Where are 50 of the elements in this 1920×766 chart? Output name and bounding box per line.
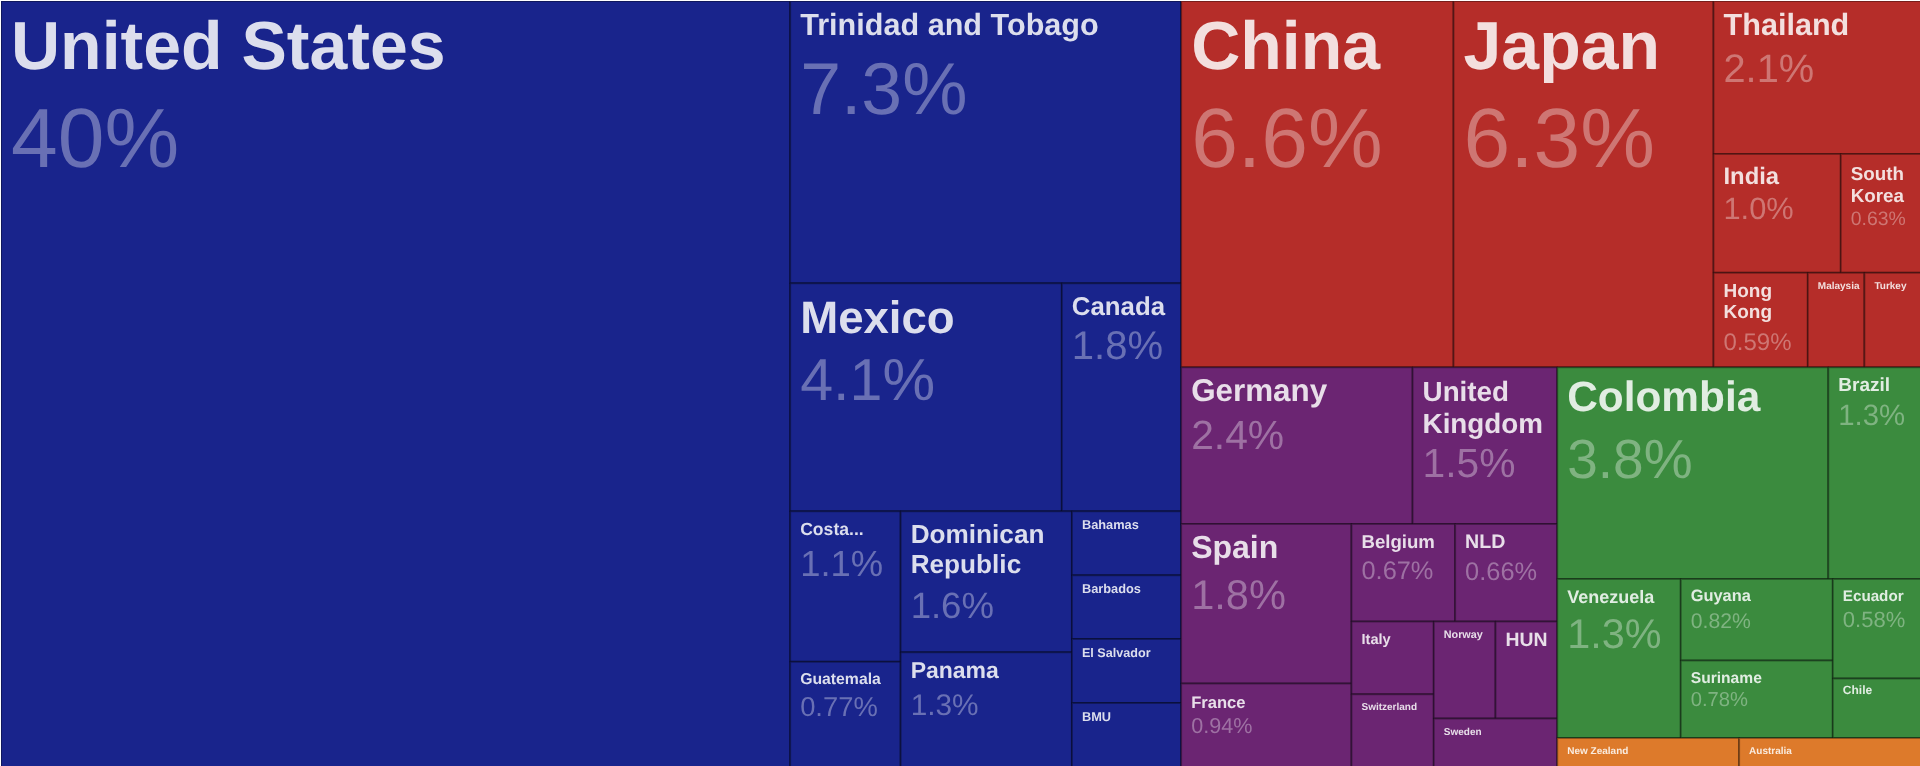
data-label: 0.67% [1361,557,1434,586]
category-label: Panama [910,660,1001,685]
category-label: France [1191,691,1247,712]
category-label: China [1191,9,1383,85]
category-label: Japan [1463,9,1661,85]
data-label: 6.3% [1463,91,1655,186]
category-label: Guyana [1690,587,1752,606]
data-label: 1.3% [910,690,979,723]
data-label: 0.82% [1690,609,1752,634]
data-label: 0.63% [1850,209,1907,232]
category-label: NLD [1465,531,1506,554]
data-label: 0.77% [800,691,878,722]
data-label: 0.78% [1690,690,1749,713]
category-label: Belgium [1361,531,1435,552]
category-label: Germany [1191,375,1328,410]
category-label: Venezuela [1567,587,1657,608]
data-label: 2.4% [1191,415,1285,460]
category-label: Thailand [1723,9,1850,43]
data-label: 1.1% [800,543,884,584]
data-label: 6.6% [1191,91,1383,186]
data-label: 1.0% [1723,193,1795,228]
category-label: Mexico [800,291,955,344]
category-label: United Kingdom [1422,375,1543,440]
data-label: 0.66% [1465,558,1538,587]
data-label: 1.3% [1567,611,1662,658]
category-label: United States [11,9,446,85]
category-label: Brazil [1838,375,1891,398]
data-label: 0.94% [1191,714,1254,739]
data-label: 1.8% [1191,572,1286,619]
category-label: Costa... [800,519,864,540]
category-label: HUN [1505,629,1548,652]
category-label: India [1723,161,1780,190]
category-label: Spain [1191,531,1279,566]
category-label: Hong Kong [1723,280,1773,325]
data-label: 3.8% [1567,427,1693,490]
category-label: Dominican Republic [910,519,1045,580]
data-label: 0.59% [1723,328,1793,357]
data-label: 2.1% [1723,48,1815,93]
data-label: 40% [11,91,180,186]
category-label: South Korea [1850,161,1906,206]
data-label: 1.3% [1838,400,1906,433]
category-label: Canada [1071,291,1167,322]
data-label: 1.5% [1422,443,1516,488]
data-label: 0.58% [1842,608,1906,633]
category-label: Colombia [1567,375,1761,422]
data-label: 4.1% [800,347,936,414]
data-label: 1.6% [910,583,994,626]
data-label: 7.3% [800,48,968,131]
data-label: 1.8% [1071,324,1164,369]
category-label: Trinidad and Tobago [800,9,1099,43]
